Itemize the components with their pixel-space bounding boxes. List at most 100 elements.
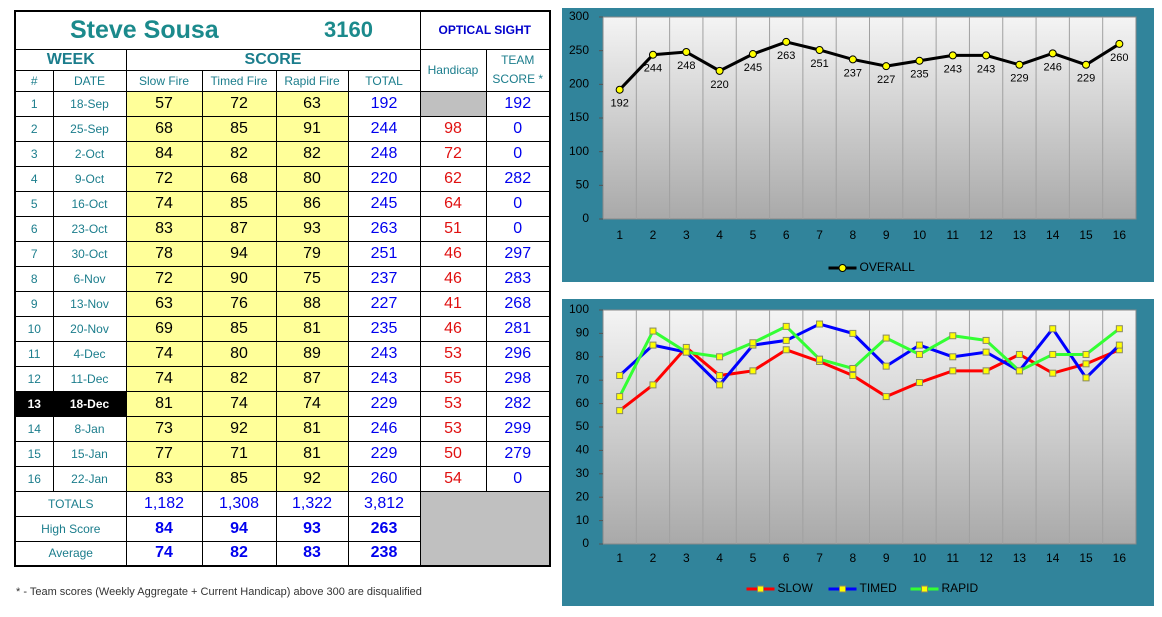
summary-value: 1,182 [125,490,203,517]
cell: 4 [14,165,54,192]
x-tick-label: 1 [616,228,623,242]
week-row: 4 9-Oct 72 68 80 220 62 282 [14,165,551,192]
x-tick-label: 8 [850,551,857,565]
summary-value: 83 [275,540,349,567]
cell: 9-Oct [52,165,127,192]
y-tick-label: 0 [582,211,589,225]
marker [682,48,691,57]
cell: 243 [347,365,421,392]
cell: 81 [275,440,349,467]
x-tick-label: 2 [650,551,657,565]
marker [849,365,857,372]
summary-value: 3,812 [347,490,421,517]
week-row: 7 30-Oct 78 94 79 251 46 297 [14,240,551,267]
x-tick-label: 14 [1046,228,1060,242]
x-tick-label: 9 [883,551,890,565]
marker [815,45,824,54]
marker [1015,367,1023,375]
cell: 8-Jan [52,415,127,442]
y-tick-label: 90 [576,326,590,340]
marker [915,350,923,358]
legend-marker [839,585,846,593]
marker [816,355,824,363]
week-row: 9 13-Nov 63 76 88 227 41 268 [14,290,551,317]
cell: 0 [485,190,551,217]
marker [982,336,990,344]
data-label: 243 [944,63,962,75]
x-tick-label: 7 [816,551,823,565]
cell: 268 [485,290,551,317]
x-tick-label: 4 [716,228,723,242]
x-tick-label: 4 [716,551,723,565]
cell: 235 [347,315,421,342]
cell: 13-Nov [52,290,127,317]
y-tick-label: 30 [576,466,590,480]
x-tick-label: 12 [979,228,993,242]
cell: 15 [14,440,54,467]
legend-label: SLOW [778,581,814,595]
marker [816,320,824,328]
x-tick-label: 8 [850,228,857,242]
footnote: * - Team scores (Weekly Aggregate + Curr… [16,586,422,598]
cell: 74 [125,365,203,392]
summary-label: High Score [14,515,127,542]
x-tick-label: 5 [750,551,757,565]
legend-label: TIMED [860,581,898,595]
x-tick-label: 11 [947,551,960,565]
data-label: 220 [710,79,728,91]
summary-value: 1,322 [275,490,349,517]
y-tick-label: 60 [576,396,590,410]
column-header: Timed Fire [201,69,277,92]
cell: 298 [485,365,551,392]
cell [419,90,487,117]
y-tick-label: 50 [576,178,590,192]
y-tick-label: 300 [569,9,589,23]
cell: 263 [347,215,421,242]
cell: 88 [275,290,349,317]
cell: 87 [275,365,349,392]
cell: 50 [419,440,487,467]
marker [1115,341,1123,349]
marker [1115,39,1124,48]
x-tick-label: 3 [683,551,690,565]
cell: 80 [201,340,277,367]
marker [949,353,957,361]
data-label: 229 [1077,73,1095,85]
cell: 23-Oct [52,215,127,242]
marker [1049,369,1057,377]
week-row: 8 6-Nov 72 90 75 237 46 283 [14,265,551,292]
data-label: 246 [1044,61,1062,73]
marker [682,348,690,356]
marker [1082,374,1090,382]
marker [948,51,957,60]
cell: 7 [14,240,54,267]
x-tick-label: 15 [1079,228,1093,242]
summary-value: 94 [201,515,277,542]
marker [1049,350,1057,358]
marker [915,56,924,65]
data-label: 229 [1010,73,1028,85]
marker [715,66,724,75]
summary-value: 82 [201,540,277,567]
marker [949,367,957,375]
cell: 73 [125,415,203,442]
legend-label: OVERALL [860,260,916,274]
x-tick-label: 3 [683,228,690,242]
cell: 81 [125,390,203,417]
cell: 86 [275,190,349,217]
shooter-number: 3160 [324,17,373,43]
marker [649,327,657,335]
series-line [618,40,1121,91]
marker [1115,325,1123,333]
x-tick-label: 5 [750,228,757,242]
cell: 77 [125,440,203,467]
data-label: 251 [810,58,828,70]
legend-label: RAPID [942,581,979,595]
week-row: 14 8-Jan 73 92 81 246 53 299 [14,415,551,442]
cell: 0 [485,115,551,142]
cell: 81 [275,315,349,342]
cell: 82 [201,140,277,167]
shooter-name: Steve Sousa [70,15,219,44]
legend-marker [757,585,764,593]
